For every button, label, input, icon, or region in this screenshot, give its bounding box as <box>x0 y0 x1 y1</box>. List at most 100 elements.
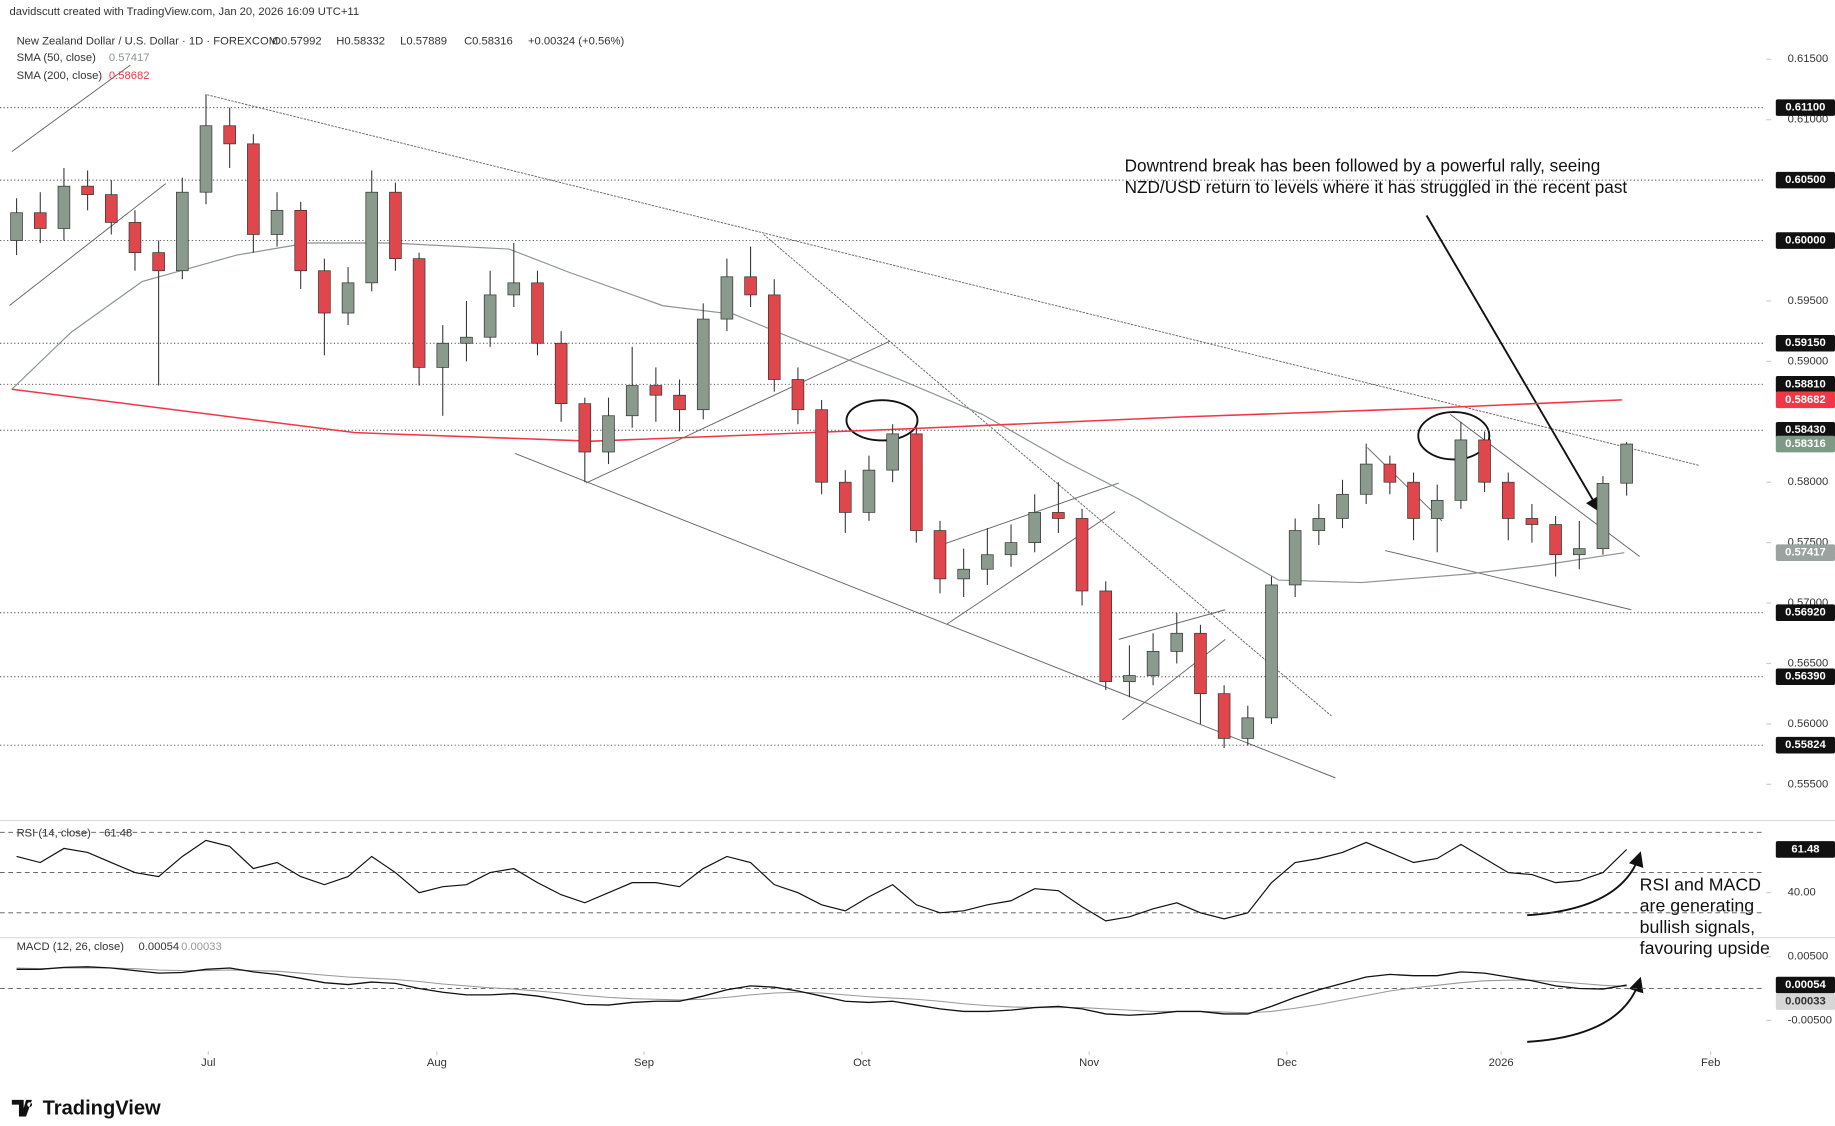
candle-body <box>1383 463 1397 483</box>
x-tick-label: Oct <box>853 1057 871 1069</box>
rsi-legend-value: 61.48 <box>104 827 132 839</box>
signal-line <box>16 967 1627 1014</box>
price-tag <box>1775 668 1835 686</box>
annotation: Downtrend break has been followed by a p… <box>1125 156 1601 176</box>
candle-body <box>1573 548 1586 556</box>
candle-body <box>1454 439 1468 501</box>
candle-body <box>105 194 118 223</box>
x-tick-label: 2026 <box>1489 1057 1514 1069</box>
candle-body <box>33 212 47 229</box>
candle-body <box>578 403 592 453</box>
candle-body <box>1359 463 1373 495</box>
candle-body <box>57 185 71 229</box>
candle-body <box>767 294 781 380</box>
price-tag-label: 0.56920 <box>1785 607 1826 619</box>
candle-body <box>1478 439 1491 483</box>
y-tick-label: 0.58000 <box>1788 476 1829 488</box>
candle-body <box>1170 632 1184 652</box>
y-tick-label: 0.55500 <box>1788 778 1829 790</box>
y-tick-label: 0.59000 <box>1788 355 1829 367</box>
macd-legend-value: 0.00054 <box>139 941 180 953</box>
trendlines <box>9 64 1699 1043</box>
y-tick-label: 40.00 <box>1788 887 1816 899</box>
price-tag <box>1775 334 1835 352</box>
candle-body <box>910 433 923 531</box>
candle-body <box>1596 483 1610 550</box>
price-tag <box>1775 993 1835 1010</box>
candle-body <box>625 385 639 417</box>
indicator-note: favouring upside <box>1640 938 1770 958</box>
x-tick-label: Sep <box>634 1057 654 1069</box>
legend-entry: SMA (200, close) <box>17 70 103 82</box>
price-tag-label: 0.57417 <box>1785 547 1826 559</box>
candle-body <box>1430 499 1444 519</box>
candle-body <box>1146 651 1160 676</box>
candle-body <box>1028 512 1041 543</box>
ohlc-legend: +0.00324 (+0.56%) <box>528 35 624 47</box>
price-tag <box>1775 421 1835 439</box>
y-tick-label: 0.00500 <box>1788 951 1829 963</box>
price-tag <box>1775 99 1835 116</box>
candle-body <box>602 415 615 453</box>
candle-body <box>389 191 402 260</box>
candle-body <box>1336 493 1349 519</box>
y-tick-label: 0.56000 <box>1788 718 1829 730</box>
x-tick-label: Aug <box>427 1057 447 1069</box>
legend-value: 0.57417 <box>109 52 150 64</box>
candle-body <box>483 294 497 338</box>
candle-body <box>1075 518 1089 592</box>
candle-body <box>1525 518 1539 525</box>
price-tag <box>1775 391 1835 409</box>
price-tag-label: 0.60500 <box>1785 174 1826 186</box>
candle-body <box>1241 717 1255 739</box>
y-tick-label: 0.56500 <box>1788 657 1829 669</box>
candle-body <box>839 481 852 513</box>
candle-body <box>365 191 379 284</box>
candle-body <box>862 469 876 513</box>
candle-body <box>1620 443 1633 484</box>
symbol-title: New Zealand Dollar / U.S. Dollar · 1D · … <box>17 35 279 47</box>
candle-body <box>673 394 686 411</box>
candle-body <box>554 342 568 405</box>
candle-body <box>294 209 307 272</box>
candle-body <box>199 125 213 193</box>
candle-body <box>1004 542 1018 556</box>
price-tag <box>1775 976 1835 994</box>
price-tag-label: 0.55824 <box>1785 739 1826 751</box>
price-tag-label: 0.56390 <box>1785 671 1826 683</box>
candle-body <box>933 530 947 580</box>
candle-body <box>270 209 284 235</box>
candle-body <box>1123 675 1136 682</box>
candle-body <box>1407 481 1420 519</box>
candle-body <box>318 270 331 314</box>
plot: 0.615000.610000.595000.590000.580000.575… <box>0 35 1835 1069</box>
candle-body <box>744 276 757 296</box>
candle-body <box>1501 481 1515 519</box>
sma-line <box>11 388 1622 442</box>
price-tag <box>1775 544 1835 561</box>
ohlc-legend: L0.57889 <box>400 35 447 47</box>
x-tick-label: Feb <box>1701 1057 1720 1069</box>
y-tick-label: 0.61000 <box>1788 114 1829 126</box>
legend-value: 0.58682 <box>109 70 150 82</box>
candle-body <box>791 379 805 411</box>
candle-body <box>1217 693 1231 739</box>
x-tick-label: Jul <box>201 1057 215 1069</box>
price-tag <box>1775 376 1835 393</box>
candle-body <box>176 191 189 272</box>
candle-body <box>1099 590 1113 682</box>
price-tag-label: 0.58682 <box>1785 394 1826 406</box>
macd-title: MACD (12, 26, close) <box>17 941 125 953</box>
rsi-title: RSI (14, close) <box>17 827 92 839</box>
indicator-note: are generating <box>1640 896 1754 916</box>
price-tag-label: 0.59150 <box>1785 337 1826 349</box>
ohlc-legend: H0.58332 <box>336 35 385 47</box>
ohlc-legend: C0.58316 <box>464 35 513 47</box>
price-tag-label: 0.00054 <box>1785 979 1826 991</box>
candle-body <box>649 385 663 396</box>
macd-line <box>16 966 1627 1016</box>
candle-body <box>436 342 450 368</box>
candle-body <box>507 282 521 296</box>
annotation: NZD/USD return to levels where it has st… <box>1125 177 1628 197</box>
